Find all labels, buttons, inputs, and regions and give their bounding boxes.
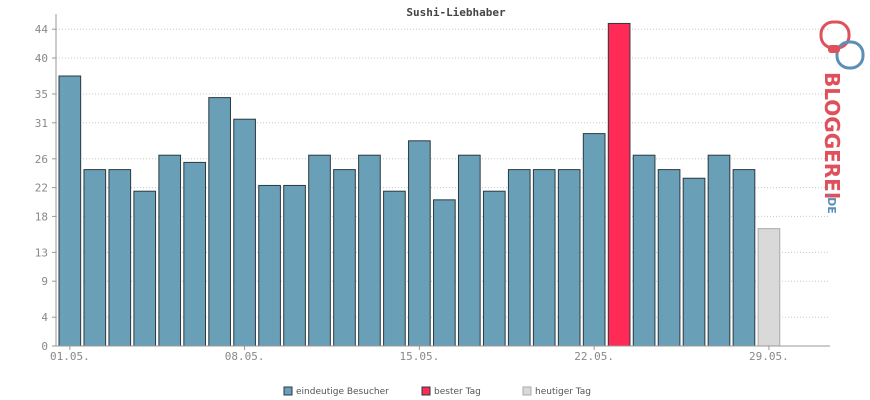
bar-visitors [557, 169, 581, 347]
legend-swatch-visitors [283, 386, 293, 396]
chart-title: Sushi-Liebhaber [406, 6, 506, 19]
x-tick-label: 15.05. [400, 350, 440, 363]
bar-visitors [582, 133, 606, 347]
axes [55, 14, 830, 347]
bars-group [58, 22, 781, 347]
bar-visitors [532, 169, 556, 347]
legend: eindeutige Besucher bester Tag heutiger Ta… [283, 386, 591, 397]
x-axis-ticks: 01.05. 08.05. 15.05. 22.05. 29.05. [50, 346, 789, 363]
bar-visitors [482, 190, 506, 347]
bar-visitors [707, 154, 731, 347]
y-axis-ticks: 0 4 9 13 18 22 26 31 35 40 44 [35, 23, 56, 353]
y-tick-label: 22 [35, 182, 48, 195]
y-tick-label: 18 [35, 210, 48, 223]
bar-visitors [408, 140, 431, 347]
y-tick-label: 44 [35, 23, 49, 36]
bar-visitors [83, 169, 107, 347]
y-tick-label: 26 [35, 153, 48, 166]
bar-visitors [682, 177, 706, 347]
y-tick-label: 35 [35, 88, 48, 101]
bar-visitors [383, 190, 406, 347]
bar-visitors [433, 199, 456, 347]
x-tick-label: 01.05. [50, 350, 90, 363]
bar-today [757, 228, 781, 347]
bar-visitors [283, 184, 306, 347]
legend-swatch-today [522, 386, 532, 396]
logo-tld: .DE [825, 193, 838, 214]
y-tick-label: 9 [41, 275, 48, 288]
bar-visitors [507, 169, 531, 347]
bar-visitors [158, 154, 182, 347]
y-tick-label: 4 [41, 311, 48, 324]
bar-visitors [457, 154, 481, 347]
bar-visitors [632, 154, 656, 347]
bar-visitors [58, 75, 82, 347]
y-tick-label: 0 [41, 340, 48, 353]
bar-visitors [258, 184, 281, 347]
bar-best [607, 22, 631, 347]
legend-label-today: heutiger Tag [535, 387, 591, 397]
bar-visitors [732, 169, 756, 347]
bar-visitors [333, 169, 356, 347]
legend-label-best: bester Tag [434, 387, 481, 397]
legend-swatch-best [421, 386, 431, 396]
bar-visitors [233, 118, 256, 347]
bloggerei-logo: BLOGGEREI .DE [819, 20, 865, 214]
bar-visitors [108, 169, 132, 347]
bar-visitors [133, 190, 157, 347]
y-tick-label: 31 [35, 117, 48, 130]
legend-label-visitors: eindeutige Besucher [296, 387, 389, 397]
bar-visitors [183, 161, 207, 347]
y-tick-label: 13 [35, 246, 48, 259]
x-tick-label: 22.05. [574, 350, 614, 363]
bar-visitors [308, 154, 331, 347]
x-tick-label: 29.05. [749, 350, 789, 363]
x-tick-label: 08.05. [225, 350, 265, 363]
y-tick-label: 40 [35, 52, 48, 65]
logo-brand: BLOGGEREI [820, 72, 844, 199]
bar-visitors [657, 169, 681, 347]
bar-visitors [358, 154, 381, 347]
bar-visitors [208, 97, 231, 347]
logo-icon [819, 20, 865, 70]
